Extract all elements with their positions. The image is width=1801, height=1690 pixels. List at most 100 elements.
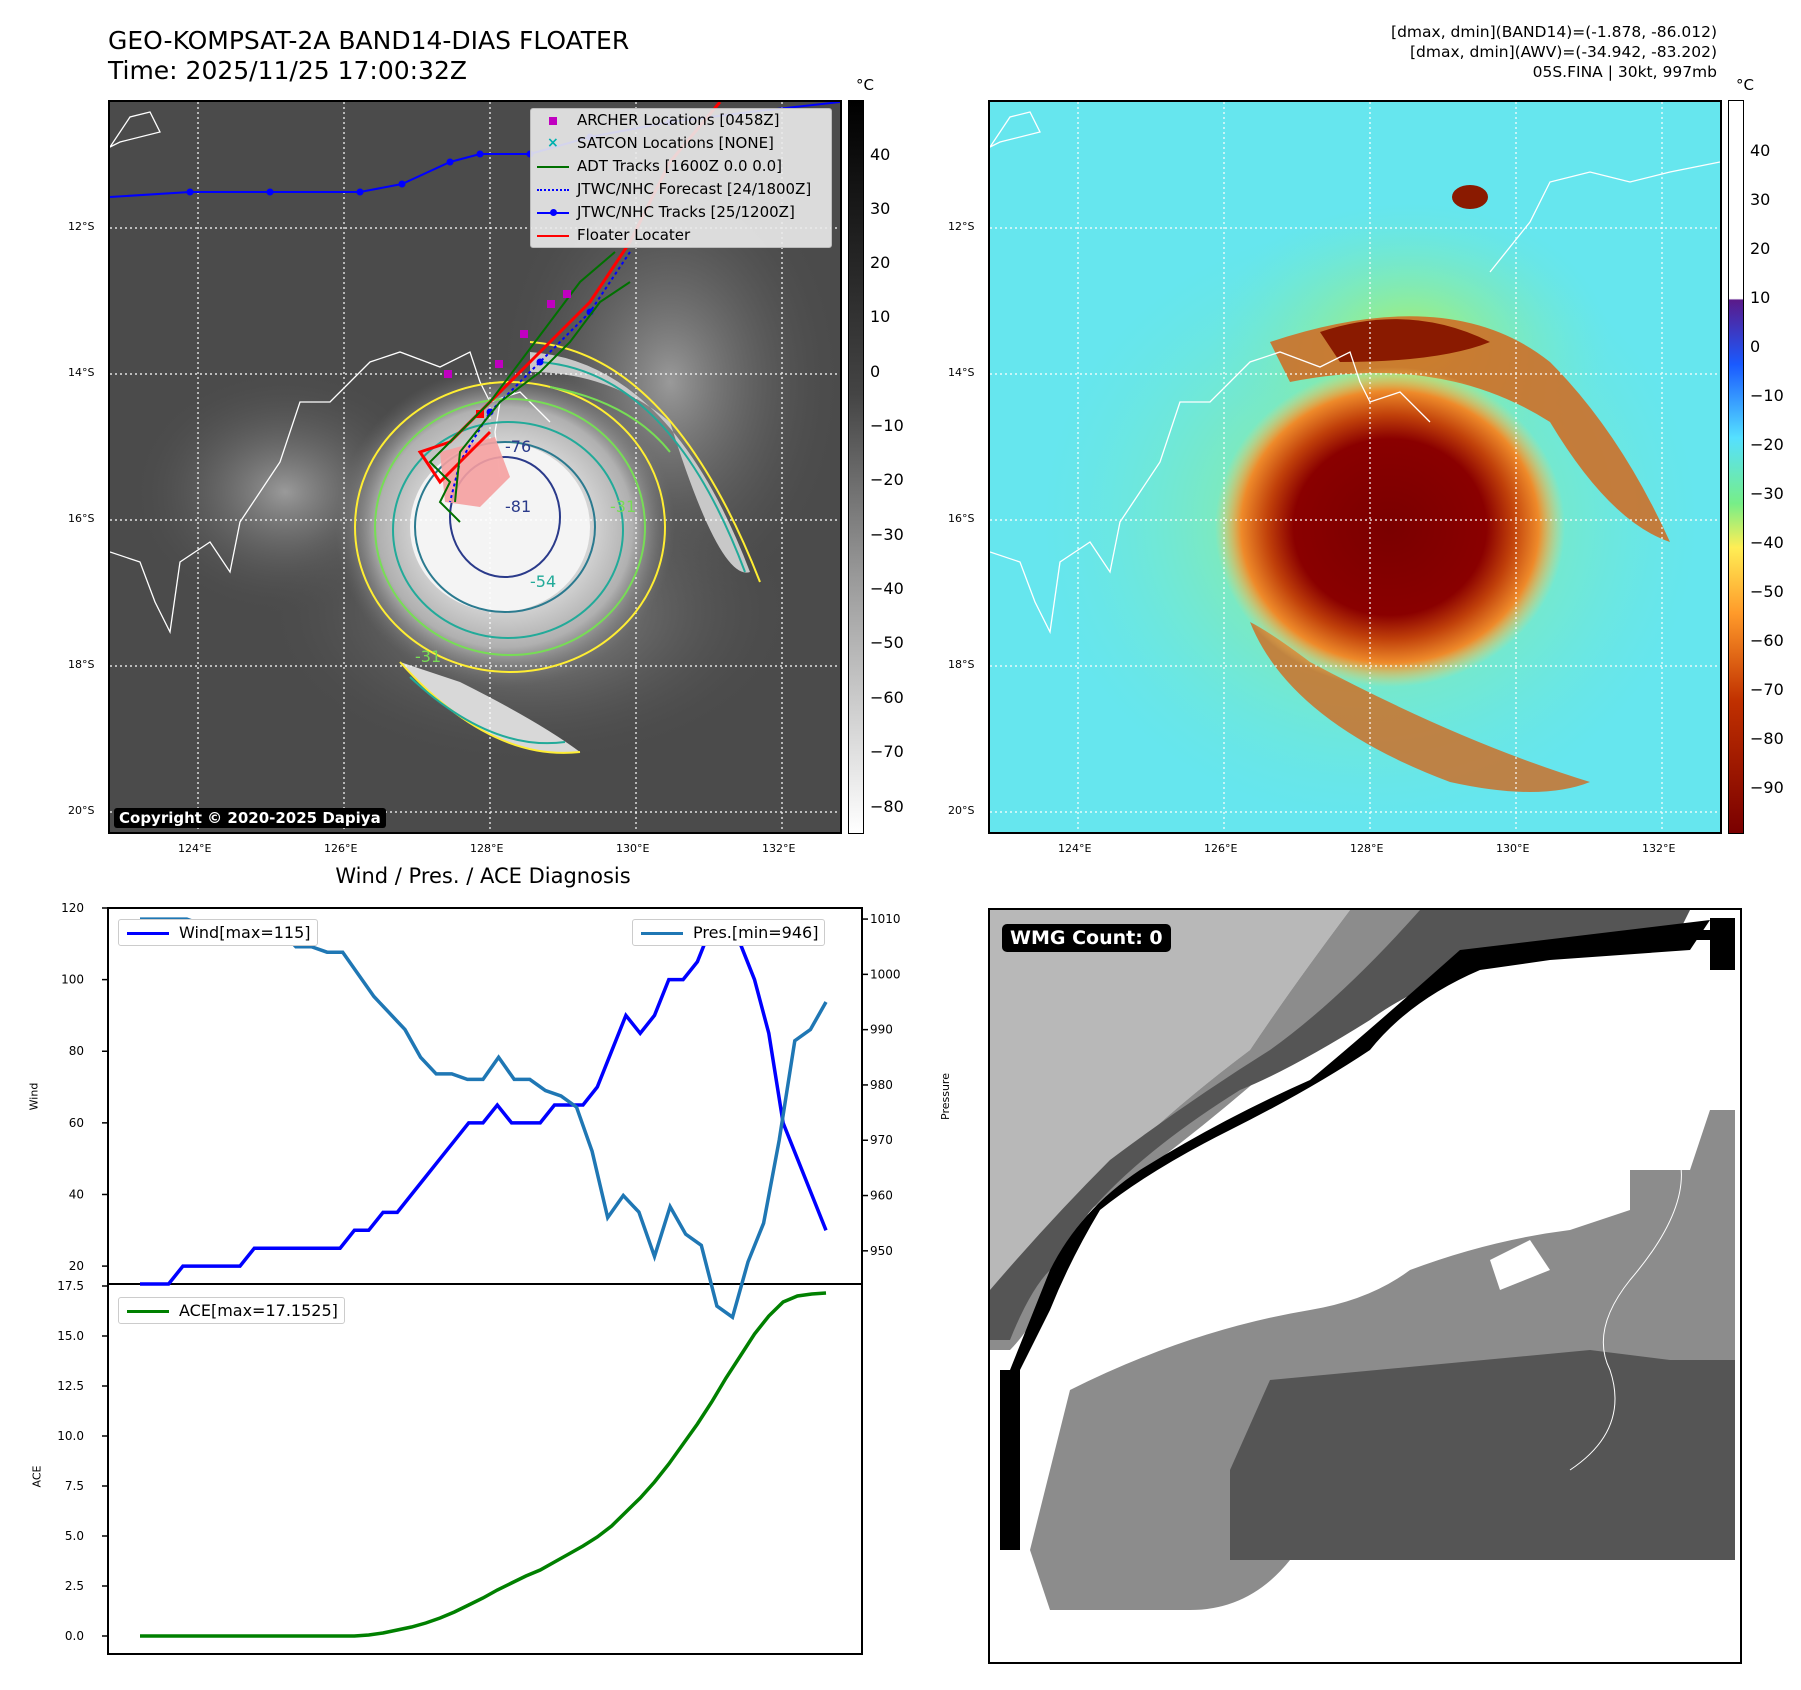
lat-label: 12°S [948,220,975,233]
cb-tick: 10 [1750,288,1771,307]
ace-legend-label: ACE[max=17.1525] [179,1301,338,1320]
lat-label: 16°S [68,512,95,525]
wmg-white-hole [1490,1240,1550,1290]
lon-label: 132°E [1642,842,1676,855]
awv-coastline [990,351,1431,635]
meta-band14: [dmax, dmin](BAND14)=(-1.878, -86.012) [1391,23,1717,41]
lat-label: 20°S [68,804,95,817]
wmg-south-dark [1230,1350,1735,1560]
legend-satcon: × SATCON Locations [NONE] [531,132,831,155]
contour-label: -31 [610,497,636,516]
tick-label: 40 [69,1187,84,1201]
diagnosis-title: Wind / Pres. / ACE Diagnosis [335,864,631,888]
ace-series-line [140,1291,827,1638]
tick-label: 0.0 [65,1629,84,1643]
wind-legend-label: Wind[max=115] [179,923,311,942]
awv-colorbar [1728,100,1744,834]
cb-tick: −60 [870,688,904,707]
line-marker-icon [127,932,169,935]
cb-tick: −10 [1750,386,1784,405]
cb-tick: −60 [1750,631,1784,650]
stats-header: [dmax, dmin](BAND14)=(-1.878, -86.012) [… [1391,22,1717,82]
tick-label: 2.5 [65,1579,84,1593]
cb-tick: −90 [1750,778,1784,797]
lat-label: 14°S [68,366,95,379]
lon-label: 130°E [616,842,650,855]
ace-axis-label: ACE [30,1465,44,1488]
lat-label: 12°S [68,220,95,233]
legend-archer: ARCHER Locations [0458Z] [531,109,831,132]
cb-tick: −70 [1750,680,1784,699]
pressure-ticks: 950 960 970 980 990 1000 1010 [862,912,900,1258]
lon-label: 124°E [178,842,212,855]
lon-label: 126°E [324,842,358,855]
tick-label: 20 [69,1259,84,1273]
awv-unit: °C [1736,76,1754,94]
awv-band-south [1250,622,1590,792]
cb-tick: 0 [1750,337,1761,356]
cb-tick: −20 [870,470,904,489]
floater-marker [476,410,484,418]
north-band [530,352,750,573]
pressure-legend: Pres.[min=946] [632,919,826,946]
meta-storm: 05S.FINA | 30kt, 997mb [1532,63,1717,81]
wmg-panel: WMG Count: 0 [988,908,1742,1664]
tick-label: 80 [69,1044,84,1058]
legend-floater: Floater Locater [531,224,831,247]
lat-label: 20°S [948,804,975,817]
legend-forecast: JTWC/NHC Forecast [24/1800Z] [531,178,831,201]
wind-axis-label: Wind [27,1082,41,1111]
tick-label: 990 [870,1023,893,1037]
awv-map-panel [988,100,1722,834]
legend-label: SATCON Locations [NONE] [577,134,774,152]
cb-tick: −70 [870,742,904,761]
cb-tick: 0 [870,362,881,381]
pressure-legend-label: Pres.[min=946] [693,923,819,942]
band14-unit: °C [856,76,874,94]
cb-tick: −40 [870,579,904,598]
awv-map [990,102,1720,832]
lat-label: 16°S [948,512,975,525]
coastline-island [110,111,161,148]
wmg-black-strip [1000,1370,1020,1550]
wind-ticks: 20 40 60 80 100 120 [61,901,108,1273]
cb-tick: 20 [1750,239,1771,258]
lon-label: 132°E [762,842,796,855]
awv-core [1215,367,1565,687]
lat-label: 14°S [948,366,975,379]
x-marker-icon: × [547,135,559,151]
wmg-map [990,910,1740,1662]
cb-tick: −20 [1750,435,1784,454]
line-marker-icon [127,1310,169,1313]
contour-label: -31 [415,647,441,666]
figure-title: GEO-KOMPSAT-2A BAND14-DIAS FLOATER Time:… [108,26,629,86]
tick-label: 12.5 [57,1379,84,1393]
cb-tick: −80 [870,797,904,816]
wind-legend: Wind[max=115] [118,919,318,946]
dotted-line-icon [537,189,569,191]
awv-cell [1452,185,1488,209]
lat-label: 18°S [948,658,975,671]
band14-map-panel: -76 -81 -54 -31 -31 [108,100,842,834]
cb-tick: −30 [870,525,904,544]
tick-label: 970 [870,1133,893,1147]
title-line-1: GEO-KOMPSAT-2A BAND14-DIAS FLOATER [108,26,630,55]
ace-axes [107,1283,863,1655]
tick-label: 15.0 [57,1329,84,1343]
ace-legend: ACE[max=17.1525] [118,1297,345,1324]
awv-grid [990,102,1720,832]
cb-tick: 30 [1750,190,1771,209]
legend-label: JTWC/NHC Forecast [24/1800Z] [577,180,812,198]
legend-label: Floater Locater [577,226,691,244]
tick-label: 17.5 [57,1279,84,1293]
tick-label: 960 [870,1189,893,1203]
tick-label: 7.5 [65,1479,84,1493]
legend-tracks: JTWC/NHC Tracks [25/1200Z] [531,201,831,224]
lon-label: 128°E [470,842,504,855]
line-marker-icon [537,235,569,237]
legend-adt: ADT Tracks [1600Z 0.0 0.0] [531,155,831,178]
archer-points [444,290,571,378]
tick-label: 10.0 [57,1429,84,1443]
contour-label: -54 [530,572,556,591]
meta-awv: [dmax, dmin](AWV)=(-34.942, -83.202) [1410,43,1717,61]
